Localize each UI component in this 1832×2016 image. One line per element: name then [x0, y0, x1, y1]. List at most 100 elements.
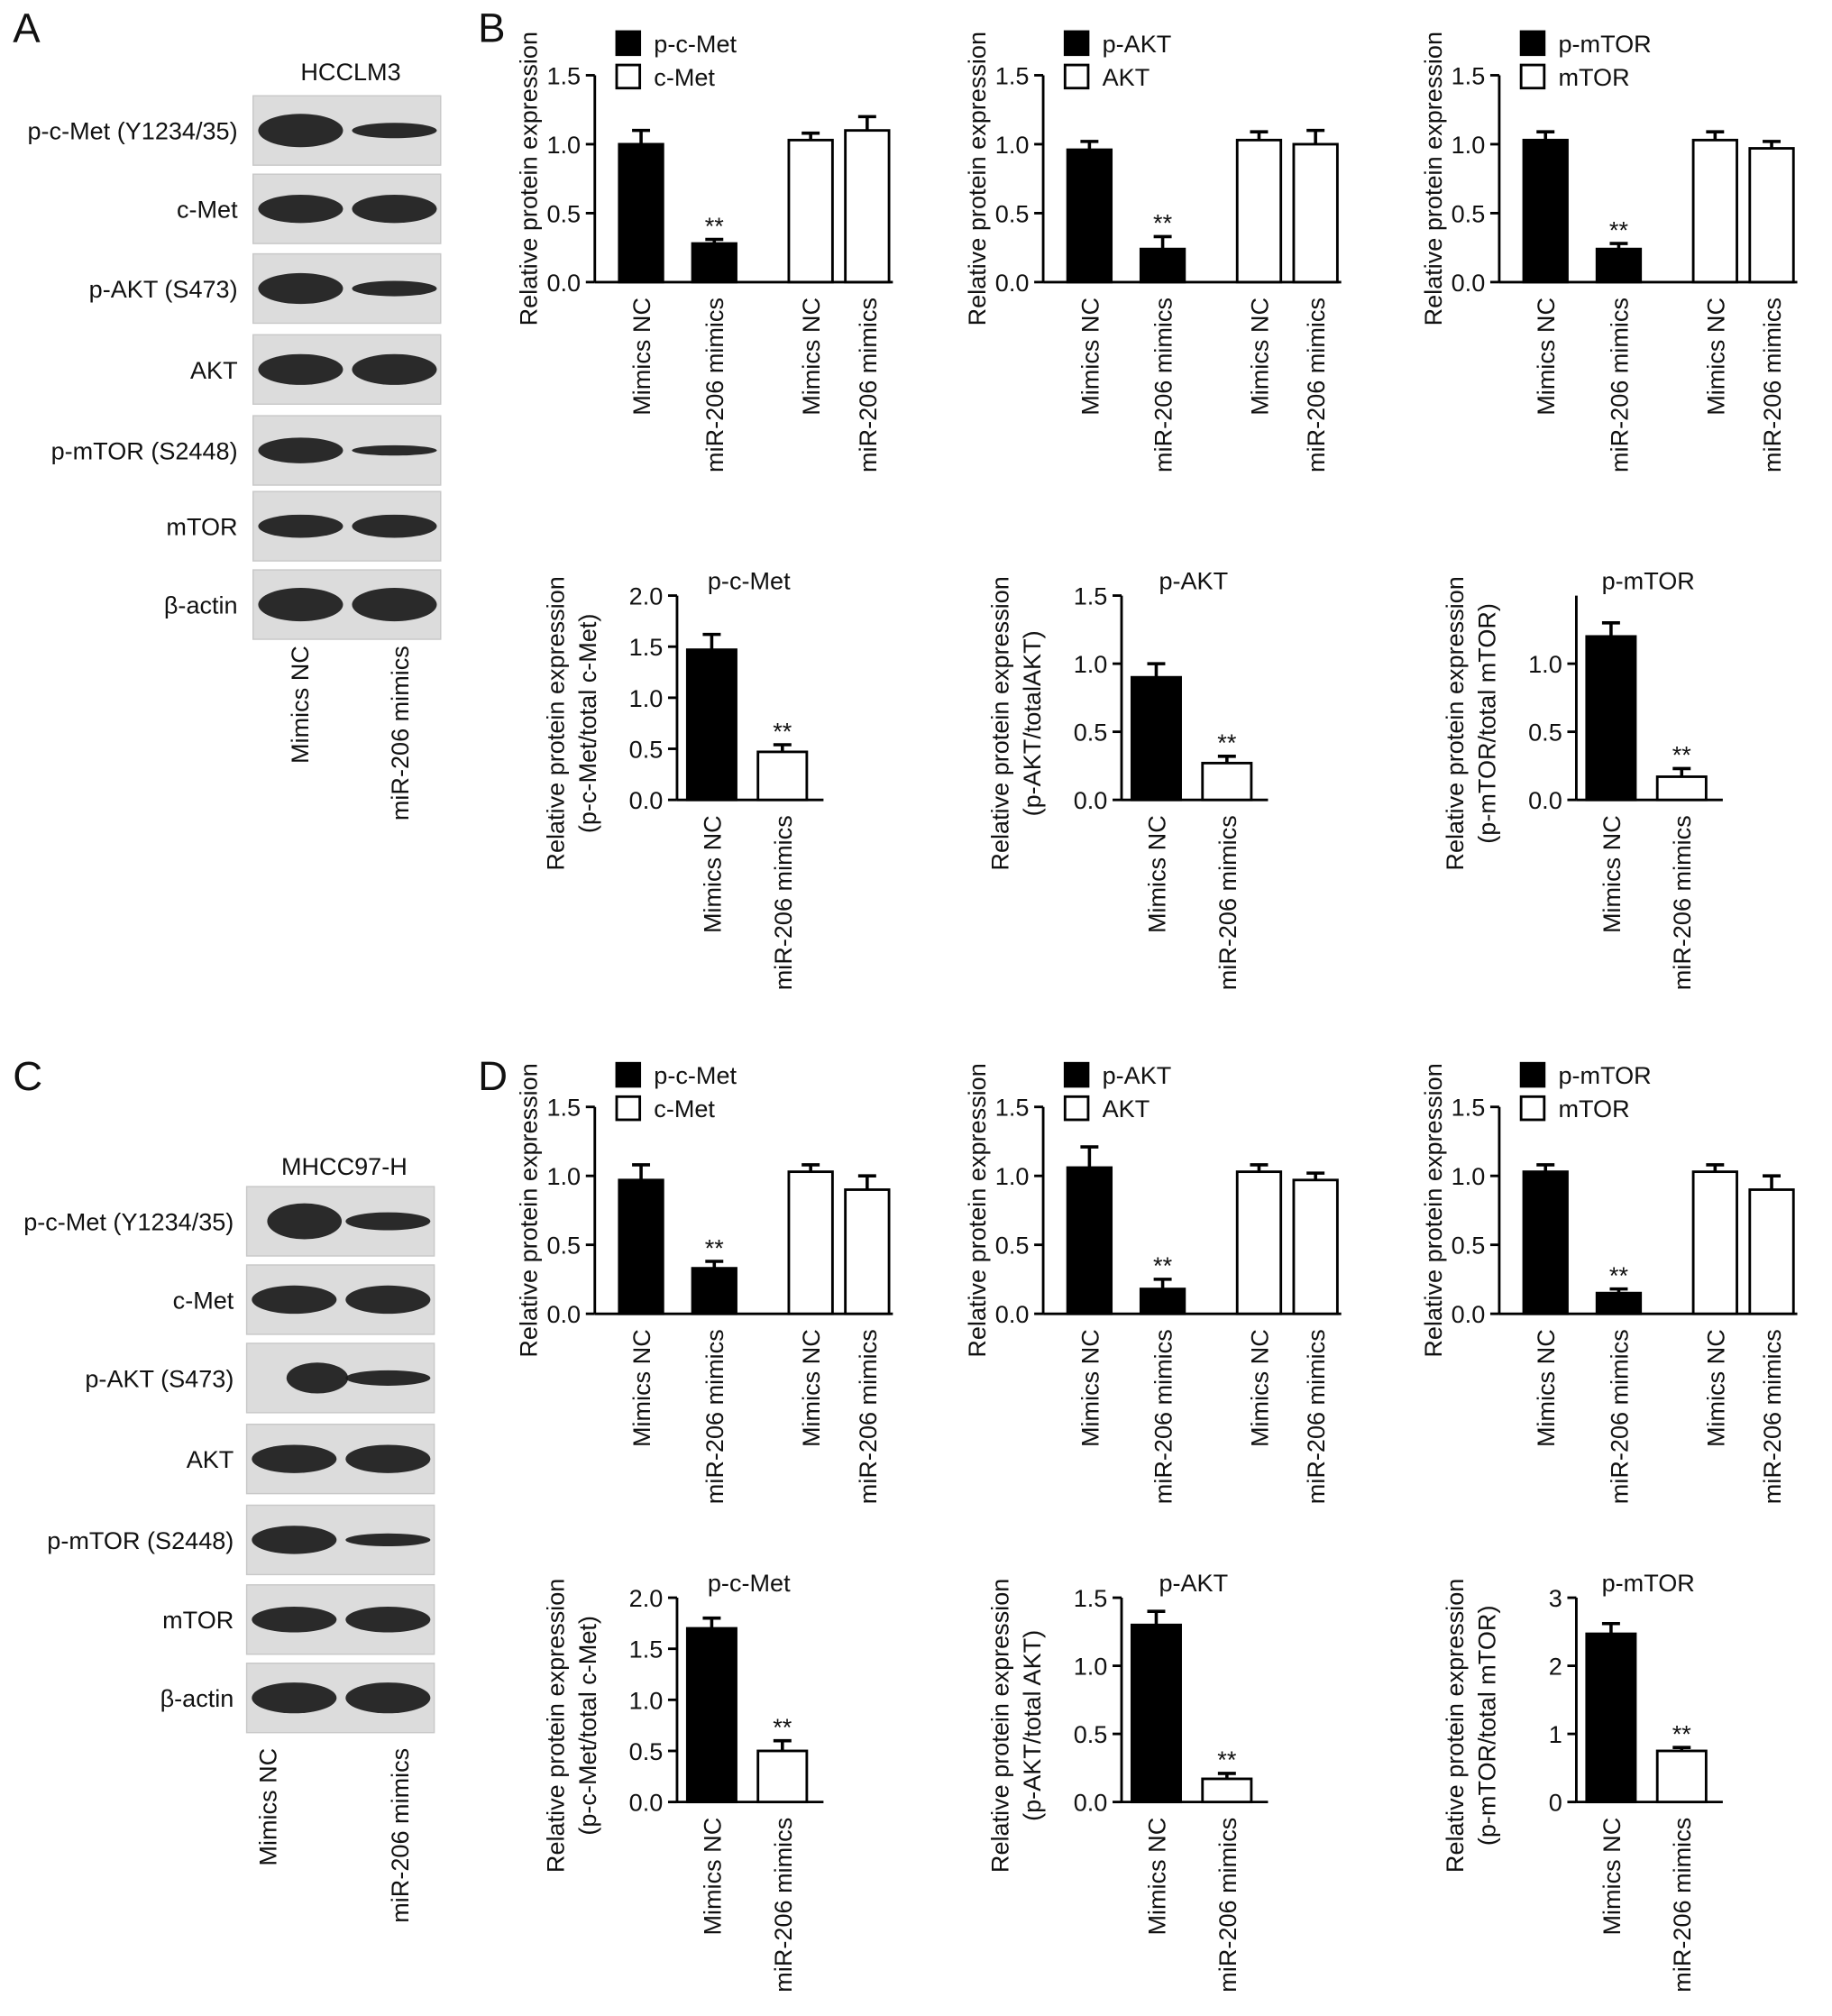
bar: [844, 129, 891, 284]
y-tick-label: 0.0: [1074, 786, 1108, 814]
significance: **: [1609, 1261, 1629, 1289]
legend-label: mTOR: [1558, 63, 1629, 91]
legend-swatch: [1063, 1061, 1090, 1088]
error-bar: [1080, 1145, 1099, 1168]
legend-swatch: [1519, 1095, 1546, 1122]
y-tick-label: 0.5: [1452, 199, 1486, 227]
blot-band: [352, 444, 437, 456]
y-tick-label: 1.0: [1528, 650, 1562, 678]
y-tick-label: 0.5: [995, 1232, 1030, 1260]
bar: [1595, 247, 1643, 284]
y-tick-label: 1.0: [1074, 1653, 1108, 1681]
blot-band: [352, 280, 437, 297]
y-tick-label: 1.0: [629, 684, 664, 712]
blot-band: [345, 1370, 431, 1386]
error-bar: [1536, 130, 1555, 141]
bar: [1292, 1178, 1339, 1315]
bar: [1655, 1749, 1708, 1804]
error-bar: [857, 1174, 876, 1190]
legend-label: p-c-Met: [654, 30, 737, 58]
x-tick-label: miR-206 mimics: [1302, 298, 1330, 472]
y-tick-label: 1.0: [546, 131, 581, 159]
significance: **: [1153, 209, 1173, 237]
bar: [787, 138, 834, 284]
legend-swatch: [1519, 30, 1546, 57]
y-tick-label: 1.0: [546, 1162, 581, 1190]
blot-band: [345, 1444, 431, 1473]
bar: [618, 142, 664, 284]
bar: [1691, 138, 1738, 284]
y-tick-label: 1.0: [1452, 131, 1486, 159]
error-bar: [705, 237, 724, 244]
blot-band: [352, 123, 437, 139]
blot-band: [345, 1607, 431, 1633]
legend-label: AKT: [1103, 1095, 1150, 1123]
significance: **: [1609, 215, 1629, 243]
x-tick-label: Mimics NC: [698, 1818, 726, 1936]
error-bar: [1217, 755, 1236, 764]
x-tick-label: Mimics NC: [1076, 298, 1104, 416]
chart-title: p-AKT: [1159, 566, 1228, 594]
x-tick-label: miR-206 mimics: [1758, 1329, 1786, 1504]
bar: [1691, 1170, 1738, 1315]
legend-label: p-AKT: [1103, 1061, 1172, 1089]
x-tick-label: Mimics NC: [1532, 298, 1560, 416]
y-tick-label: 1.5: [629, 633, 664, 661]
bar: [1066, 148, 1113, 284]
protein-label: p-c-Met (Y1234/35): [23, 1208, 234, 1236]
chart-title: p-mTOR: [1602, 566, 1695, 594]
x-tick-label: miR-206 mimics: [1605, 298, 1633, 472]
x-tick-label: miR-206 mimics: [1758, 298, 1786, 472]
lane-label: Mimics NC: [253, 1748, 281, 1866]
error-bar: [1306, 128, 1325, 144]
legend-label: mTOR: [1558, 1095, 1629, 1123]
y-tick-label: 0.0: [629, 1789, 664, 1817]
blot-band: [352, 514, 437, 538]
error-bar: [1250, 1163, 1269, 1172]
x-tick-label: miR-206 mimics: [1302, 1329, 1330, 1504]
error-bar: [1763, 1174, 1782, 1190]
y-tick-label: 0.5: [546, 1232, 581, 1260]
y-tick-label: 0.0: [995, 1300, 1030, 1328]
y-tick-label: 2: [1549, 1653, 1562, 1681]
lane-label: miR-206 mimics: [386, 646, 414, 820]
chart-title: p-c-Met: [708, 566, 791, 594]
bar: [756, 750, 809, 802]
bar: [1748, 147, 1795, 284]
blot-band: [267, 1203, 343, 1240]
y-axis-label: (p-c-Met/total c-Met): [573, 614, 601, 834]
legend-label: p-AKT: [1103, 30, 1172, 58]
y-axis-label: Relative protein expression: [986, 1579, 1014, 1873]
x-tick-label: Mimics NC: [1598, 815, 1626, 933]
chart-title: p-c-Met: [708, 1569, 791, 1597]
blot-band: [345, 1285, 431, 1315]
blot-band: [352, 194, 437, 224]
x-tick-label: Mimics NC: [1142, 815, 1170, 933]
error-bar: [1217, 1772, 1236, 1779]
panel-label: B: [478, 5, 505, 50]
bar: [1139, 1287, 1186, 1315]
y-tick-label: 1.0: [1452, 1162, 1486, 1190]
bar: [1066, 1166, 1113, 1315]
y-tick-label: 1.0: [995, 1162, 1030, 1190]
legend-label: c-Met: [654, 1095, 715, 1123]
panel-label: D: [478, 1053, 508, 1099]
bar: [1595, 1291, 1643, 1315]
y-tick-label: 0.5: [546, 199, 581, 227]
x-tick-label: Mimics NC: [797, 298, 825, 416]
x-tick-label: Mimics NC: [627, 1329, 655, 1447]
y-tick-label: 0.0: [546, 269, 581, 297]
legend-swatch: [1519, 63, 1546, 90]
protein-label: mTOR: [162, 1606, 234, 1634]
y-tick-label: 0.5: [629, 735, 664, 763]
significance: **: [1217, 729, 1237, 756]
y-axis-label: Relative protein expression: [1441, 576, 1469, 870]
error-bar: [702, 632, 721, 650]
bar: [618, 1178, 664, 1315]
y-axis-label: Relative protein expression: [542, 1579, 570, 1873]
y-tick-label: 1.5: [1452, 1094, 1486, 1122]
y-tick-label: 0.0: [546, 1300, 581, 1328]
error-bar: [802, 131, 820, 141]
bar: [1235, 138, 1283, 284]
y-tick-label: 0.5: [1074, 719, 1108, 747]
